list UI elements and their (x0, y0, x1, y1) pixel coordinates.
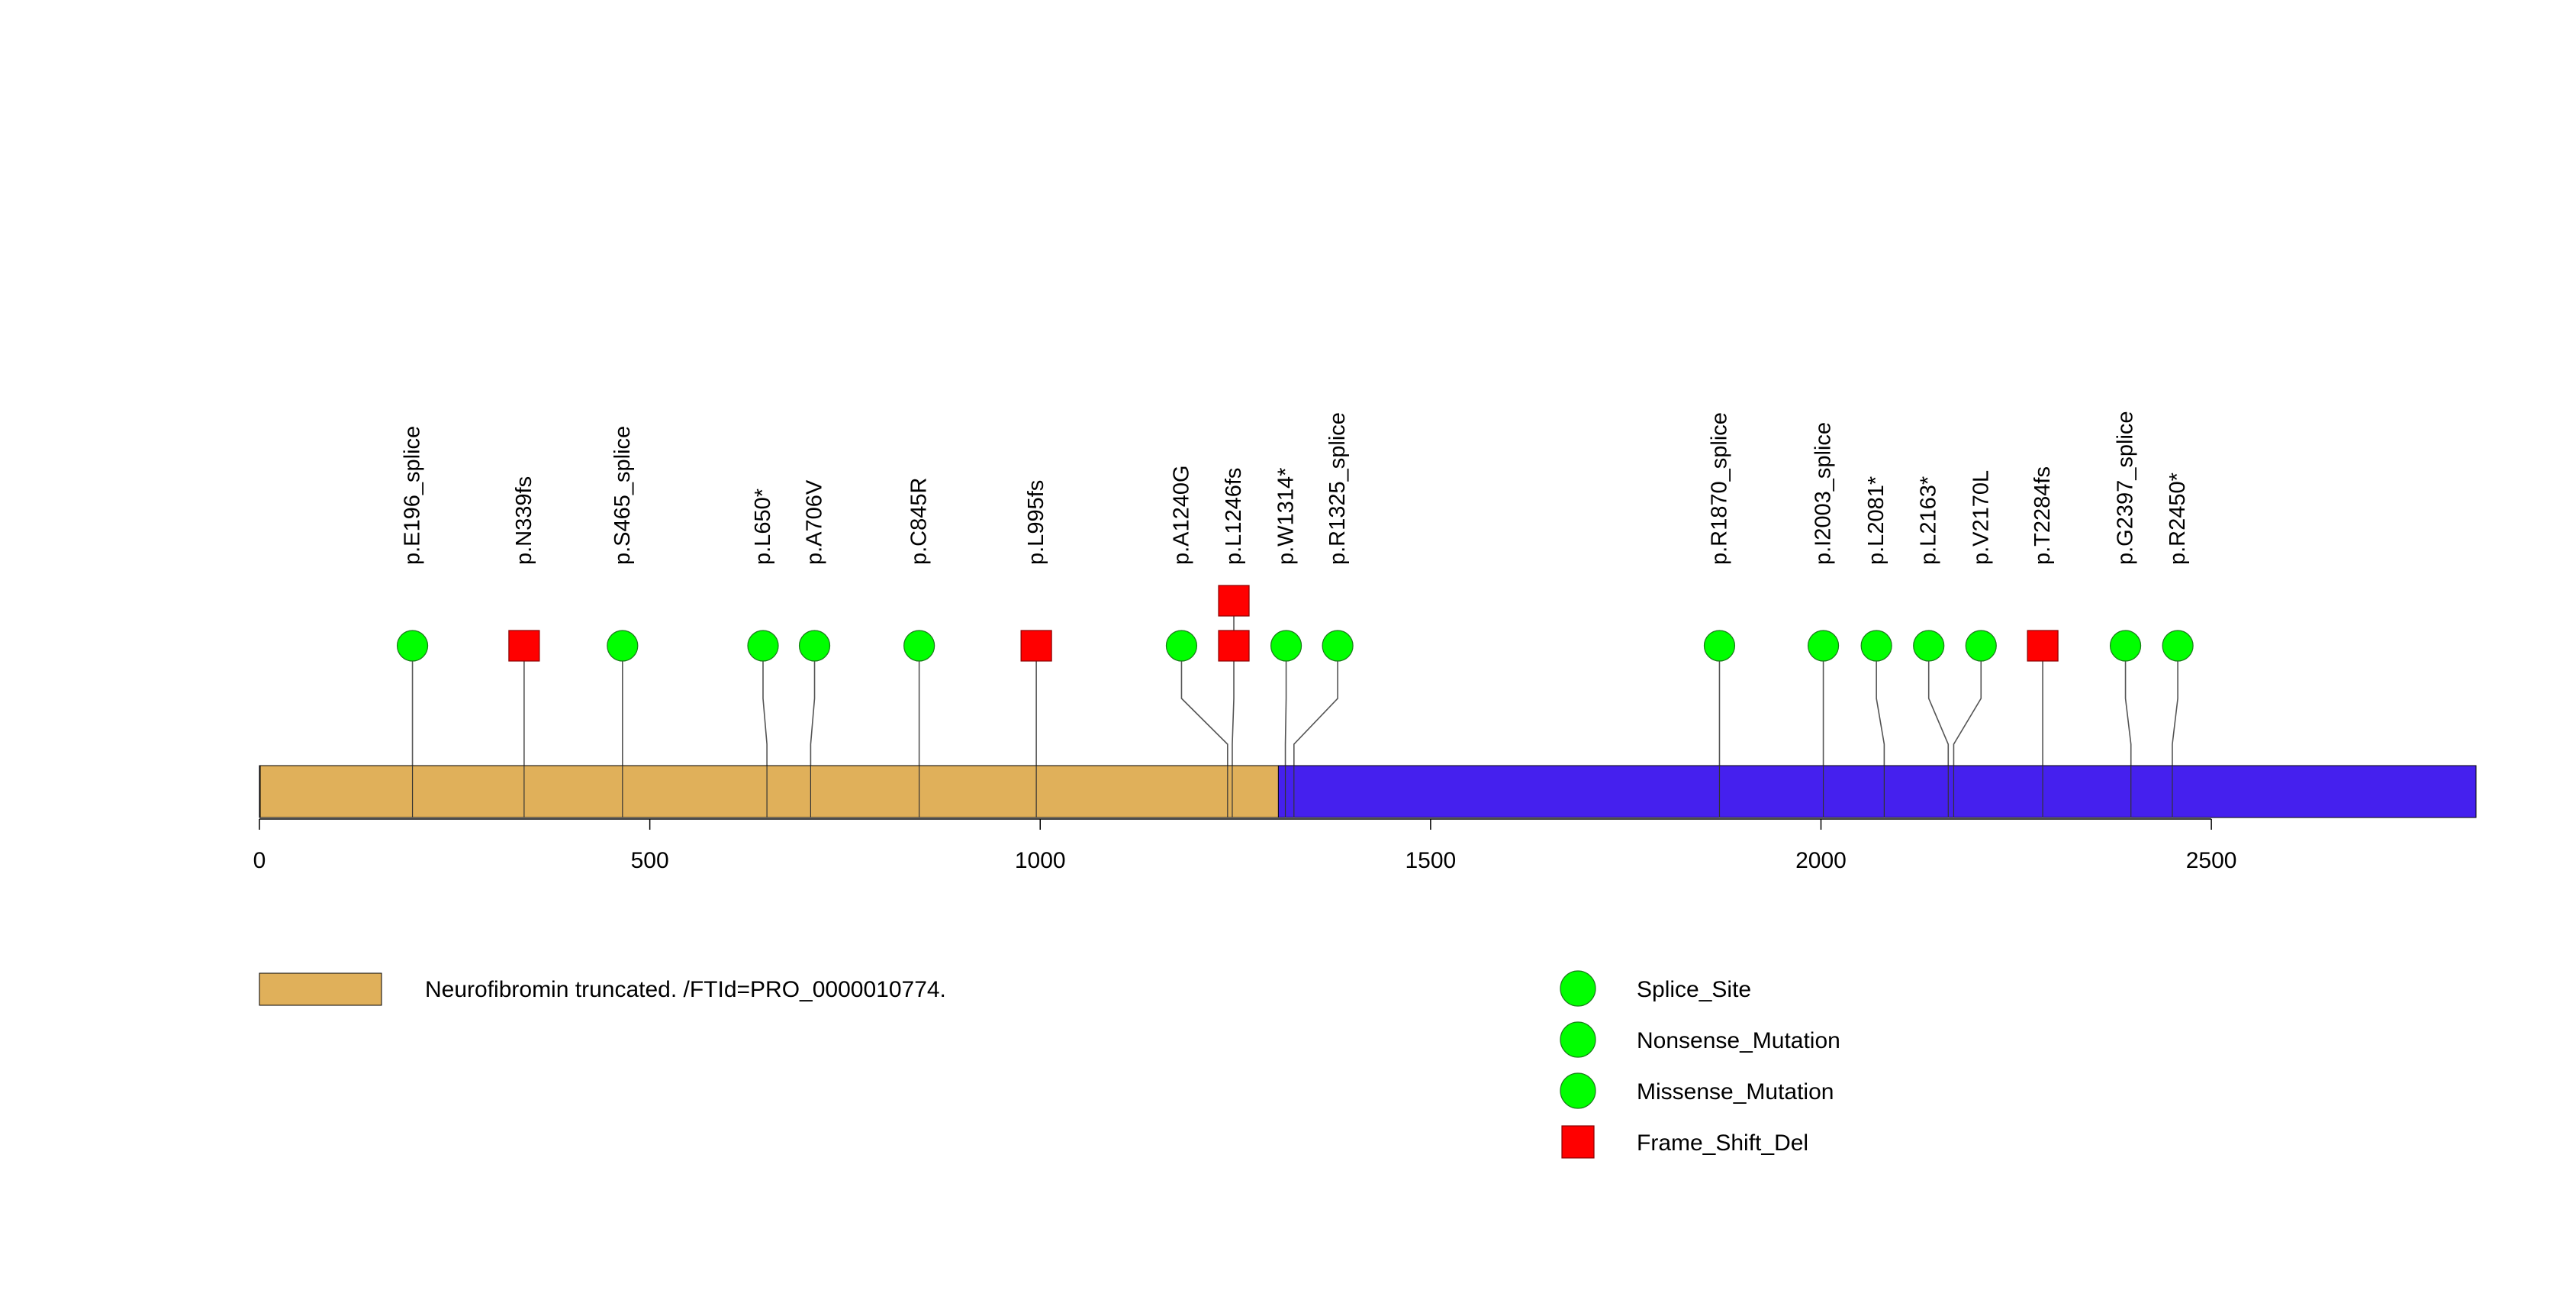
mutation-marker-square (1020, 630, 1052, 662)
mutation-marker-circle (1807, 630, 1840, 662)
mutation-label: p.L995fs (1024, 480, 1048, 565)
legend-marker-square (1561, 1125, 1595, 1159)
mutation-stem (2172, 646, 2178, 766)
mutation-marker-circle (1165, 630, 1198, 662)
mutation-stem (1927, 646, 1950, 766)
mutation-label: p.G2397_splice (2114, 411, 2138, 565)
legend-label: Nonsense_Mutation (1637, 1028, 1840, 1053)
x-axis: 0 500 1000 1500 2000 2500 (253, 818, 2237, 873)
mutation-labels-layer: p.E196_splice p.N339fs p.S465_splice p.L650… (401, 411, 2191, 565)
mutation-stem (1953, 646, 1982, 766)
mutation-label: p.C845R (907, 478, 932, 565)
mutation-marker-square (2027, 630, 2059, 662)
mutation-label: p.I2003_splice (1811, 422, 1836, 565)
legend-marker-circle (1560, 970, 1596, 1007)
mutation-marker-circle (1965, 630, 1997, 662)
mutation-stem (1232, 646, 1235, 766)
legend-marker-circle (1560, 1072, 1596, 1109)
legend-label: Missense_Mutation (1637, 1079, 1834, 1105)
legend-label: Splice_Site (1637, 977, 1751, 1002)
mutation-stem (1293, 646, 1338, 766)
mutation-marker-circle (1270, 630, 1302, 662)
mutation-label: p.R1870_splice (1707, 412, 1731, 565)
mutation-label: p.A1240G (1169, 465, 1193, 565)
mutation-label: p.L650* (751, 489, 775, 565)
mutation-marker-circle (1322, 630, 1354, 662)
mutation-label: p.N339fs (512, 476, 536, 565)
mutation-marker-circle (1913, 630, 1945, 662)
mutation-marker-square (1218, 585, 1250, 617)
mutation-marker-circle (2109, 630, 2142, 662)
mutation-label: p.V2170L (1969, 470, 1993, 565)
mutation-label: p.L2081* (1864, 476, 1889, 565)
x-axis-tick-label: 1500 (1405, 848, 1456, 873)
mutation-label: p.A706V (803, 479, 827, 565)
x-axis-tick-label: 2000 (1795, 848, 1847, 873)
mutation-label: p.L1246fs (1222, 468, 1246, 565)
x-axis-tick-label: 1000 (1015, 848, 1066, 873)
mutation-stem (2124, 646, 2132, 766)
mutation-label: p.R1325_splice (1325, 412, 1350, 565)
mutation-stem (762, 646, 768, 766)
legend-domain-swatch (259, 972, 382, 1006)
legend-marker-circle (1560, 1021, 1596, 1058)
stems-layer (411, 601, 2178, 766)
mutation-marker-circle (607, 630, 639, 662)
markers-layer (396, 585, 2194, 662)
mutation-marker-circle (798, 630, 831, 662)
domain-bar-0 (259, 765, 1279, 818)
mutation-label: p.T2284fs (2030, 466, 2055, 565)
legend-label: Frame_Shift_Del (1637, 1130, 1808, 1156)
mutation-marker-square (508, 630, 540, 662)
mutation-marker-circle (747, 630, 779, 662)
legend: Neurofibromin truncated. /FTId=PRO_00000… (259, 970, 1840, 1159)
mutation-marker-circle (903, 630, 935, 662)
mutation-label: p.W1314* (1274, 468, 1299, 565)
mutation-label: p.R2450* (2165, 472, 2190, 565)
mutation-stem (1876, 646, 1885, 766)
mutation-marker-circle (2162, 630, 2194, 662)
protein-backbone (259, 765, 2477, 818)
x-axis-tick-label: 2500 (2186, 848, 2237, 873)
x-axis-tick-label: 500 (631, 848, 669, 873)
mutation-marker-circle (1860, 630, 1892, 662)
mutation-label: p.L2163* (1917, 476, 1941, 565)
mutation-marker-square (1218, 630, 1250, 662)
mutation-ticks-layer (411, 766, 2173, 818)
mutation-marker-circle (396, 630, 429, 662)
mutation-stem (1180, 646, 1228, 766)
mutation-marker-circle (1703, 630, 1736, 662)
mutation-label: p.E196_splice (401, 426, 425, 565)
legend-domain-label: Neurofibromin truncated. /FTId=PRO_00000… (425, 977, 946, 1002)
mutation-label: p.S465_splice (610, 426, 635, 565)
x-axis-tick-label: 0 (253, 848, 266, 873)
mutation-stem (810, 646, 816, 766)
